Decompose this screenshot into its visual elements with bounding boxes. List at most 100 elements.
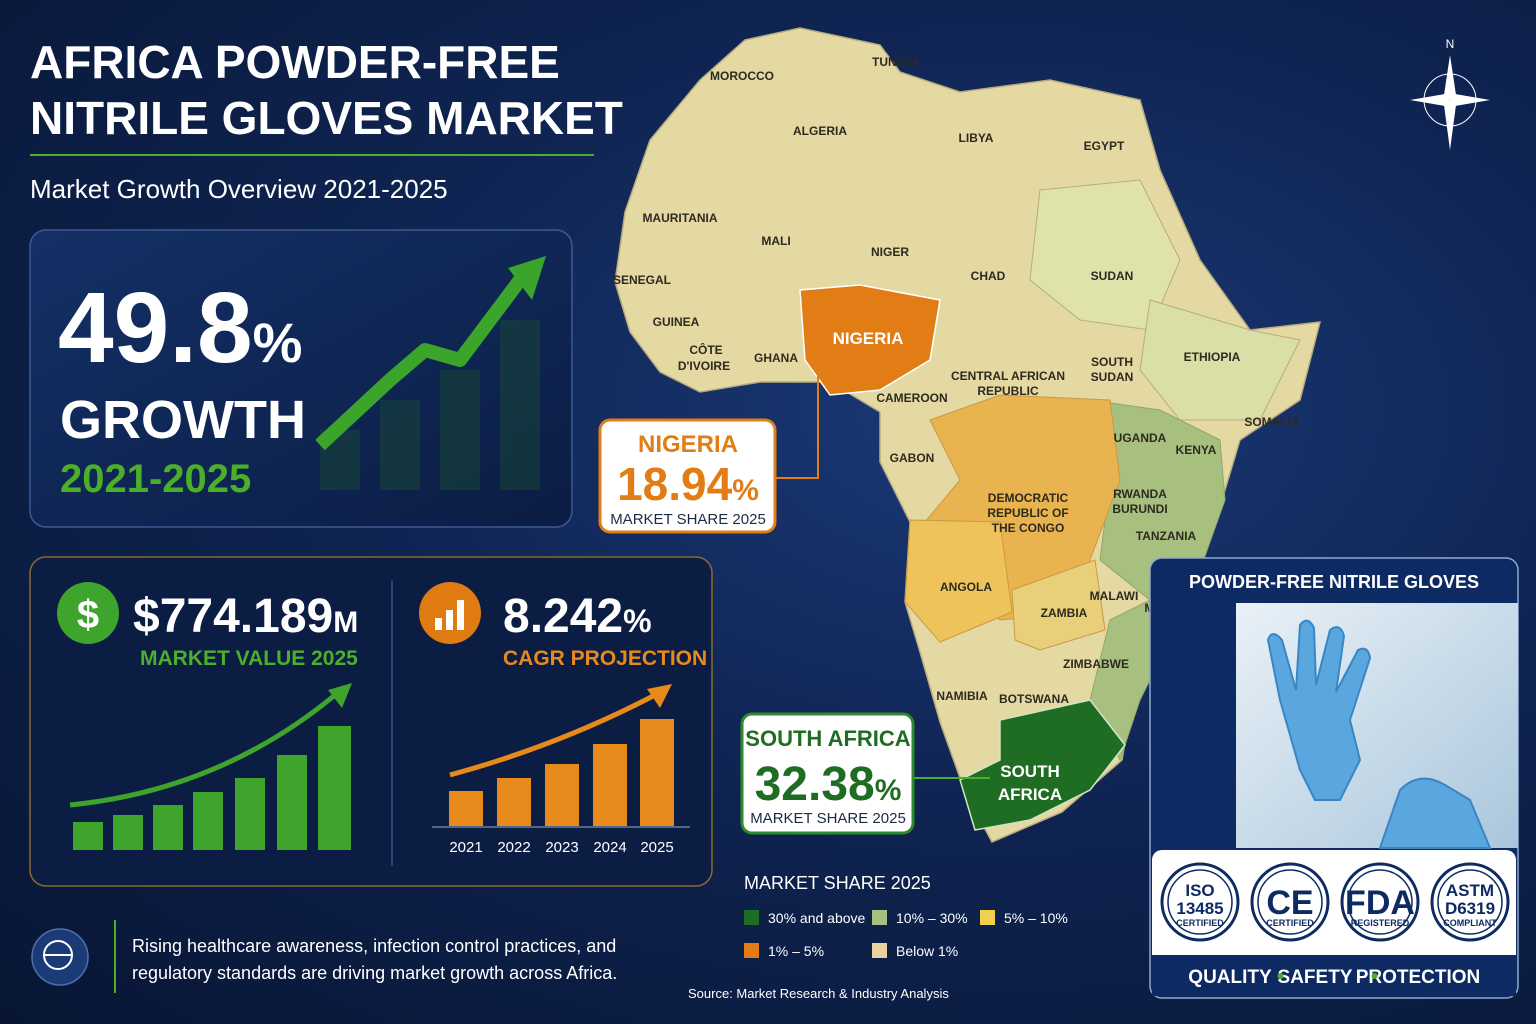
country-label: NIGERIA xyxy=(833,329,904,348)
callout-label: MARKET SHARE 2025 xyxy=(750,810,906,827)
tagline-word: PROTECTION xyxy=(1356,967,1481,988)
legend-swatch xyxy=(744,943,759,958)
cagr-bars xyxy=(449,719,674,826)
country-label: UGANDA xyxy=(1114,431,1167,445)
country-label: REPUBLIC xyxy=(977,384,1039,398)
cagr-icon-bars xyxy=(435,600,464,630)
badge xyxy=(1160,862,1240,942)
country-label: MAURITANIA xyxy=(642,211,717,225)
badge-mark: ISO xyxy=(1185,881,1214,900)
growth-unit: % xyxy=(253,311,303,374)
callout-value: 18.94% xyxy=(617,458,759,510)
country-label: TUNISIA xyxy=(872,55,920,69)
badge-mark: 13485 xyxy=(1176,899,1223,918)
angola-region xyxy=(904,519,1013,643)
badge-ring xyxy=(1437,869,1503,935)
growth-bars-bg xyxy=(320,320,540,490)
title-line: AFRICA POWDER-FREE xyxy=(30,36,560,88)
country-label: REPUBLIC OF xyxy=(987,506,1068,520)
compass xyxy=(1410,55,1490,150)
badge xyxy=(1430,862,1510,942)
tagline: QUALITY SAFETY PROTECTION xyxy=(1188,967,1480,988)
product-title: POWDER-FREE NITRILE GLOVES xyxy=(1189,572,1479,592)
year-label: 2022 xyxy=(497,839,530,856)
callout-label: MARKET SHARE 2025 xyxy=(610,511,766,528)
nigeria-callout xyxy=(598,418,777,534)
country-label: SOUTH xyxy=(1091,355,1133,369)
badge-caption: REGISTERED xyxy=(1351,918,1410,928)
country-label: MALAWI xyxy=(1090,589,1139,603)
growth-arrowhead xyxy=(508,256,546,300)
country-label: BOTSWANA xyxy=(999,692,1069,706)
country-label: SOUTH xyxy=(1000,762,1060,781)
country-label: ZIMBABWE xyxy=(1063,657,1129,671)
country-label: BURUNDI xyxy=(1112,502,1167,516)
country-label: NIGER xyxy=(871,245,909,259)
value-bars xyxy=(73,726,351,850)
nigeria-leader xyxy=(775,330,819,479)
badges: ISO13485CERTIFIEDCECERTIFIEDFDAREGISTERE… xyxy=(1160,862,1510,942)
market-value-label: MARKET VALUE 2025 xyxy=(140,647,358,670)
country-label: DEMOCRATIC xyxy=(988,491,1069,505)
country-label: ETHIOPIA xyxy=(1184,350,1241,364)
legend-label: 1% – 5% xyxy=(768,943,824,959)
growth-label: GROWTH xyxy=(60,390,306,450)
glove-illustration xyxy=(1266,619,1492,849)
country-label: ZAMBIA xyxy=(1041,606,1088,620)
country-label: SUDAN xyxy=(1091,269,1134,283)
legend-label: 10% – 30% xyxy=(896,910,968,926)
market-value-number: $774.189 xyxy=(133,590,333,643)
country-label: SENEGAL xyxy=(613,273,671,287)
year-label: 2024 xyxy=(593,839,626,856)
market-value: $774.189M xyxy=(133,590,358,643)
badge-caption: CERTIFIED xyxy=(1176,918,1224,928)
badge xyxy=(1250,862,1330,942)
country-label: NAMIBIA xyxy=(936,689,988,703)
badge-ring xyxy=(1167,869,1233,935)
value-trend xyxy=(69,693,337,808)
compass-north: N xyxy=(1446,37,1455,51)
south-africa-callout xyxy=(740,712,915,835)
country-label: MALI xyxy=(761,234,790,248)
market-value-unit: M xyxy=(333,606,358,639)
title-line: NITRILE GLOVES MARKET xyxy=(30,92,623,144)
country-label: D'IVOIRE xyxy=(678,359,730,373)
badge-ring xyxy=(1257,869,1323,935)
badge-ring xyxy=(1347,869,1413,935)
tagline-dot xyxy=(1277,973,1284,979)
country-label: CAMEROON xyxy=(876,391,947,405)
badge-caption: COMPLIANT xyxy=(1443,918,1497,928)
zambia-region xyxy=(1011,559,1106,651)
cagr-trend-head xyxy=(647,684,672,708)
legend-label: Below 1% xyxy=(896,943,958,959)
nigeria-region xyxy=(799,284,941,396)
callout-number: 32.38 xyxy=(755,758,875,811)
country-label: SUDAN xyxy=(1091,370,1134,384)
growth-arrow xyxy=(315,275,526,451)
country-label: GUINEA xyxy=(653,315,700,329)
globe-icon xyxy=(31,928,89,986)
badge-mark: CE xyxy=(1266,884,1313,922)
country-label: CENTRAL AFRICAN xyxy=(951,369,1065,383)
country-label: AFRICA xyxy=(998,785,1062,804)
south-africa-region xyxy=(959,699,1126,831)
badge-mark: ASTM xyxy=(1446,881,1494,900)
tagline-word: QUALITY xyxy=(1188,967,1272,988)
badge-caption: CERTIFIED xyxy=(1266,918,1314,928)
source: Source: Market Research & Industry Analy… xyxy=(688,986,949,1001)
legend-swatch xyxy=(872,943,887,958)
legend-swatch xyxy=(872,910,887,925)
country-label: CÔTE xyxy=(689,342,722,357)
year-labels: 2021 2022 2023 2024 2025 xyxy=(449,839,673,856)
country-label: GABON xyxy=(890,451,935,465)
tagline-word: SAFETY xyxy=(1278,967,1353,988)
cagr-trend xyxy=(449,692,657,778)
legend: 30% and above 10% – 30% 5% – 10% 1% – 5% Bel… xyxy=(744,910,1068,959)
year-label: 2025 xyxy=(640,839,673,856)
legend-label: 30% and above xyxy=(768,910,866,926)
callout-number: 18.94 xyxy=(617,458,733,510)
legend-swatch xyxy=(980,910,995,925)
legend-label: 5% – 10% xyxy=(1004,910,1068,926)
